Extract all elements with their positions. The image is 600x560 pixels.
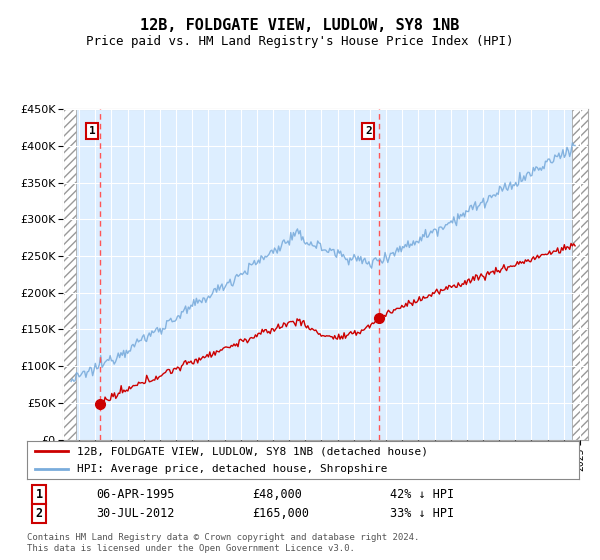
Text: £48,000: £48,000	[252, 488, 302, 501]
Text: HPI: Average price, detached house, Shropshire: HPI: Average price, detached house, Shro…	[77, 464, 387, 474]
Text: 1: 1	[89, 126, 95, 136]
Text: 30-JUL-2012: 30-JUL-2012	[96, 507, 175, 520]
Text: £165,000: £165,000	[252, 507, 309, 520]
Bar	[572, 109, 588, 440]
Bar	[63, 109, 76, 440]
Text: 1: 1	[35, 488, 43, 501]
Text: Contains HM Land Registry data © Crown copyright and database right 2024.
This d: Contains HM Land Registry data © Crown c…	[27, 533, 419, 553]
Text: 2: 2	[35, 507, 43, 520]
Text: 2: 2	[365, 126, 371, 136]
Text: Price paid vs. HM Land Registry's House Price Index (HPI): Price paid vs. HM Land Registry's House …	[86, 35, 514, 48]
Text: 12B, FOLDGATE VIEW, LUDLOW, SY8 1NB (detached house): 12B, FOLDGATE VIEW, LUDLOW, SY8 1NB (det…	[77, 446, 428, 456]
Text: 06-APR-1995: 06-APR-1995	[96, 488, 175, 501]
Text: 42% ↓ HPI: 42% ↓ HPI	[390, 488, 454, 501]
Text: 12B, FOLDGATE VIEW, LUDLOW, SY8 1NB: 12B, FOLDGATE VIEW, LUDLOW, SY8 1NB	[140, 18, 460, 33]
Text: 33% ↓ HPI: 33% ↓ HPI	[390, 507, 454, 520]
